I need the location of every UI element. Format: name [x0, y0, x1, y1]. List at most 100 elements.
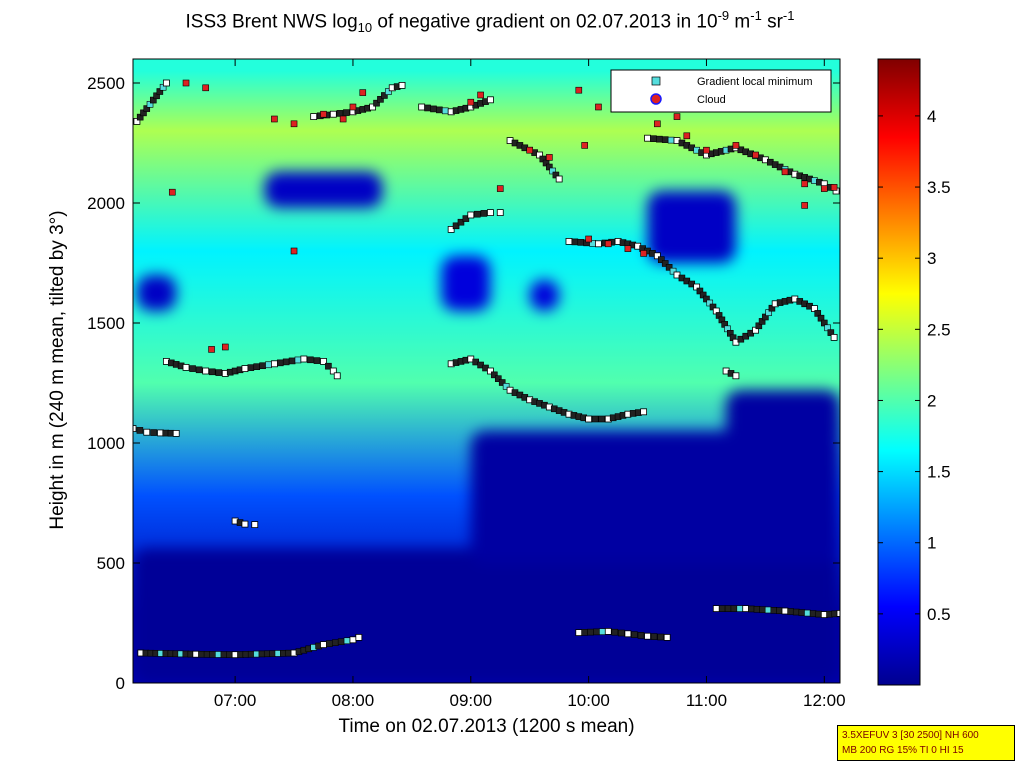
gradient-minimum-marker: [320, 357, 327, 365]
legend-square-icon: [651, 76, 661, 86]
heatmap-region: [726, 390, 840, 448]
cloud-marker: [581, 142, 588, 149]
gradient-minimum-marker: [487, 96, 494, 104]
gradient-minimum-marker: [447, 225, 455, 233]
cloud-marker: [801, 180, 808, 188]
gradient-minimum-marker: [349, 636, 357, 644]
gradient-minimum-marker: [736, 605, 744, 612]
gradient-minimum-marker: [310, 113, 318, 120]
gradient-minimum-marker: [502, 383, 510, 390]
gradient-minimum-marker: [259, 362, 266, 370]
gradient-minimum-marker: [591, 415, 599, 423]
cloud-marker: [752, 151, 759, 159]
legend-box: [610, 69, 832, 113]
title-part: m: [729, 11, 751, 33]
gradient-minimum-marker: [377, 96, 384, 103]
cloud-marker: [477, 91, 484, 99]
x-tick-label: 07:00: [214, 691, 257, 710]
gradient-minimum-marker: [182, 363, 190, 371]
heatmap-region: [470, 431, 840, 563]
gradient-minimum-marker: [247, 364, 255, 371]
gradient-minimum-marker: [644, 134, 651, 142]
cloud-marker: [830, 184, 838, 191]
gradient-minimum-marker: [718, 605, 726, 612]
heatmap-region: [133, 548, 840, 683]
gradient-minimum-marker: [202, 367, 210, 375]
gradient-minimum-marker: [337, 638, 345, 646]
gradient-minimum-marker: [650, 135, 657, 142]
gradient-minimum-marker: [133, 425, 137, 433]
cloud-marker: [703, 146, 710, 154]
gradient-minimum-marker: [598, 415, 606, 423]
gradient-minimum-marker: [631, 631, 638, 638]
gradient-minimum-marker: [494, 375, 502, 382]
gradient-minimum-marker: [661, 260, 669, 267]
gradient-minimum-marker: [611, 628, 619, 636]
info-line-2: MB 200 RG 15% TI 0 HI 15: [842, 745, 964, 756]
gradient-minimum-marker: [294, 356, 302, 364]
gradient-minimum-marker: [226, 651, 233, 658]
gradient-minimum-marker: [650, 633, 658, 640]
gradient-minimum-marker: [624, 630, 632, 638]
gradient-minimum-marker: [373, 99, 380, 107]
gradient-minimum-marker: [326, 640, 333, 647]
y-tick-label: 1500: [87, 314, 125, 333]
x-tick-label: 09:00: [450, 691, 493, 710]
gradient-minimum-marker: [215, 369, 223, 376]
chart-title: ISS3 Brent NWS log10 of negative gradien…: [130, 8, 850, 35]
cloud-marker: [359, 89, 367, 96]
gradient-minimum-marker: [452, 222, 460, 230]
gradient-minimum-marker: [759, 606, 766, 613]
info-line-1: 3.5XEFUV 3 [30 2500] NH 600: [842, 730, 979, 741]
cloud-marker: [202, 84, 209, 92]
colorbar-tick-label: 2.5: [927, 320, 951, 339]
gradient-minimum-marker: [644, 632, 651, 640]
y-tick-label: 0: [116, 674, 125, 693]
cloud-marker: [654, 120, 661, 128]
gradient-minimum-marker: [585, 415, 593, 423]
gradient-minimum-marker: [430, 105, 437, 113]
x-tick-label: 08:00: [332, 691, 375, 710]
y-tick-label: 500: [97, 554, 125, 573]
x-axis-label: Time on 02.07.2013 (1200 s mean): [338, 716, 635, 737]
x-tick-label: 12:00: [803, 691, 846, 710]
cloud-marker: [624, 245, 632, 252]
cloud-marker: [575, 86, 583, 94]
gradient-minimum-marker: [241, 520, 249, 528]
cloud-marker: [801, 202, 808, 209]
gradient-minimum-marker: [730, 605, 738, 612]
gradient-minimum-marker: [143, 428, 151, 436]
gradient-minimum-marker: [640, 408, 648, 416]
plot-frame: [132, 58, 841, 684]
gradient-minimum-marker: [192, 650, 200, 658]
gradient-minimum-marker: [325, 362, 332, 370]
gradient-minimum-marker: [804, 609, 811, 617]
gradient-minimum-marker: [172, 429, 180, 437]
gradient-minimum-marker: [424, 104, 431, 112]
gradient-minimum-marker: [657, 633, 664, 641]
title-part: sr: [761, 11, 783, 33]
gradient-minimum-marker: [203, 651, 211, 658]
title-superscript: -1: [782, 8, 795, 23]
legend-circle-icon: [650, 93, 662, 105]
x-tick-label: 10:00: [567, 691, 610, 710]
cloud-marker: [604, 240, 612, 248]
gradient-minimum-marker: [618, 629, 625, 637]
cloud-marker: [595, 103, 602, 111]
gradient-minimum-marker: [604, 628, 612, 635]
y-tick-label: 2500: [87, 74, 125, 93]
gradient-minimum-marker: [595, 240, 602, 248]
gradient-minimum-marker: [162, 79, 170, 87]
gradient-minimum-marker: [496, 209, 504, 217]
title-superscript: -1: [750, 8, 762, 23]
cloud-marker: [290, 120, 298, 128]
cloud-marker: [349, 103, 357, 111]
gradient-minimum-marker: [369, 103, 376, 111]
gradient-minimum-marker: [663, 634, 671, 641]
gradient-minimum-marker: [764, 606, 772, 614]
y-tick-label: 1000: [87, 434, 125, 453]
gradient-minimum-marker: [487, 367, 494, 375]
cloud-marker: [320, 110, 327, 118]
gradient-minimum-marker: [195, 366, 203, 374]
